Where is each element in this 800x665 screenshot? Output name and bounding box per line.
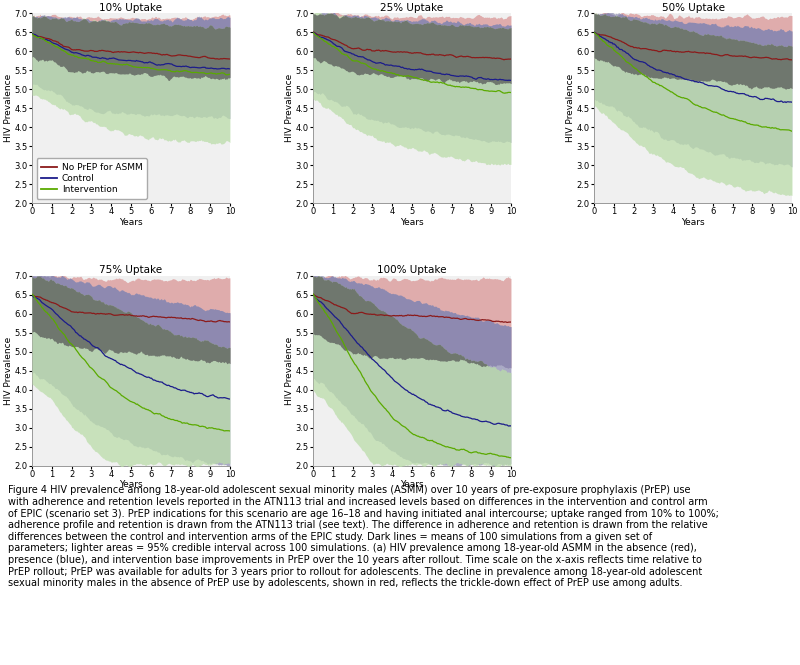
X-axis label: Years: Years — [119, 480, 142, 489]
X-axis label: Years: Years — [400, 218, 424, 227]
Text: Figure 4 HIV prevalence among 18-year-old adolescent sexual minority males (ASMM: Figure 4 HIV prevalence among 18-year-ol… — [8, 485, 719, 589]
Legend: No PrEP for ASMM, Control, Intervention: No PrEP for ASMM, Control, Intervention — [37, 158, 147, 199]
Title: 10% Uptake: 10% Uptake — [99, 3, 162, 13]
Title: 75% Uptake: 75% Uptake — [99, 265, 162, 275]
Title: 50% Uptake: 50% Uptake — [662, 3, 725, 13]
X-axis label: Years: Years — [682, 218, 705, 227]
Y-axis label: HIV Prevalence: HIV Prevalence — [566, 74, 575, 142]
Y-axis label: HIV Prevalence: HIV Prevalence — [4, 336, 13, 404]
X-axis label: Years: Years — [400, 480, 424, 489]
Y-axis label: HIV Prevalence: HIV Prevalence — [286, 74, 294, 142]
Y-axis label: HIV Prevalence: HIV Prevalence — [4, 74, 13, 142]
Y-axis label: HIV Prevalence: HIV Prevalence — [286, 336, 294, 404]
Title: 100% Uptake: 100% Uptake — [378, 265, 446, 275]
X-axis label: Years: Years — [119, 218, 142, 227]
Title: 25% Uptake: 25% Uptake — [381, 3, 443, 13]
